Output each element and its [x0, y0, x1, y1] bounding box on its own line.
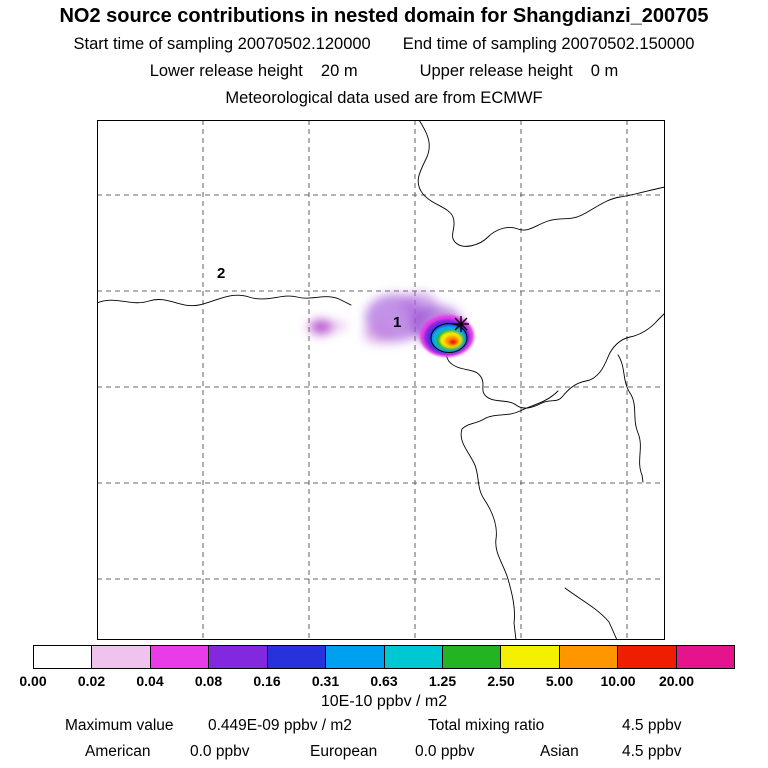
coastlines — [97, 120, 665, 640]
coast-southeast — [564, 587, 618, 640]
max-value: 0.449E-09 ppbv / m2 — [208, 717, 352, 734]
colorbar-segment — [442, 646, 502, 668]
colorbar-segment — [501, 646, 560, 668]
region-value-asian: 4.5 ppbv — [622, 743, 682, 760]
region-name-american: American — [85, 743, 151, 760]
region-value-european: 0.0 ppbv — [415, 743, 475, 760]
release-heights-row: Lower release height 20 m Upper release … — [0, 62, 768, 81]
met-data-label: Meteorological data used are from ECMWF — [225, 89, 543, 107]
colorbar-units-label: 10E-10 ppbv / m2 — [320, 693, 448, 710]
colorbar-segment — [618, 646, 677, 668]
region-name-european: European — [310, 743, 378, 760]
colorbar-segment — [34, 646, 93, 668]
total-mixing-label: Total mixing ratio — [428, 717, 545, 734]
coast-bohai-south — [460, 390, 559, 640]
receptor-marker-icon — [453, 316, 469, 332]
colorbar-tick-label: 0.02 — [77, 673, 106, 689]
lower-release-label: Lower release height — [149, 62, 303, 80]
figure-title: NO2 source contributions in nested domai… — [59, 5, 709, 27]
sampling-times-row: Start time of sampling 20070502.120000 E… — [0, 35, 768, 54]
source-marker-1: 1 — [393, 314, 401, 331]
colorbar-tick-label: 0.63 — [370, 673, 398, 689]
max-value-label: Maximum value — [65, 717, 174, 734]
colorbar-tick-label: 2.50 — [487, 673, 515, 689]
colorbar-tick-label: 0.04 — [136, 673, 164, 689]
colorbar-segment — [209, 646, 268, 668]
colorbar-ticks: 0.00 0.02 0.04 0.08 0.16 0.31 0.63 1.25 2.50 5.00… — [19, 673, 735, 690]
border-north — [417, 120, 665, 247]
plume-contour — [430, 323, 468, 353]
grid-lines — [97, 120, 665, 640]
colorbar-tick-label: 0.31 — [311, 673, 340, 689]
map-plot: 1 2 — [97, 120, 665, 640]
colorbar-segment — [267, 646, 327, 668]
colorbar-tick-label: 1.25 — [428, 673, 457, 689]
upper-release-value: 0 m — [590, 62, 619, 80]
colorbar-segment — [559, 646, 619, 668]
lower-release-value: 20 m — [320, 62, 358, 80]
colorbar-tick-label: 0.16 — [253, 673, 281, 689]
colorbar-segment — [384, 646, 443, 668]
source-marker-2: 2 — [217, 265, 225, 282]
map-frame — [97, 120, 665, 640]
end-time-label: End time of sampling 20070502.150000 — [402, 35, 695, 53]
colorbar-tick-label: 20.00 — [658, 673, 695, 689]
upper-release-pair: Upper release height 0 m — [420, 62, 619, 81]
border-west — [97, 294, 352, 307]
colorbar-tick-label: 0.00 — [19, 673, 47, 689]
colorbar-segment — [326, 646, 385, 668]
start-time-label: Start time of sampling 20070502.120000 — [73, 35, 371, 53]
colorbar-tick-label: 5.00 — [545, 673, 574, 689]
colorbar — [33, 645, 735, 669]
lower-release-pair: Lower release height 20 m — [150, 62, 358, 81]
colorbar-segment — [676, 646, 735, 668]
upper-release-label: Upper release height — [419, 62, 573, 80]
region-name-asian: Asian — [540, 743, 579, 760]
colorbar-segment — [92, 646, 151, 668]
region-value-american: 0.0 ppbv — [190, 743, 250, 760]
colorbar-tick-label: 0.08 — [194, 673, 223, 689]
total-mixing-value: 4.5 ppbv — [622, 717, 682, 734]
plume-core — [420, 315, 474, 357]
colorbar-segment — [150, 646, 210, 668]
coast-bohai-north — [440, 312, 665, 409]
coast-east — [617, 354, 644, 483]
colorbar-tick-label: 10.00 — [600, 673, 636, 689]
